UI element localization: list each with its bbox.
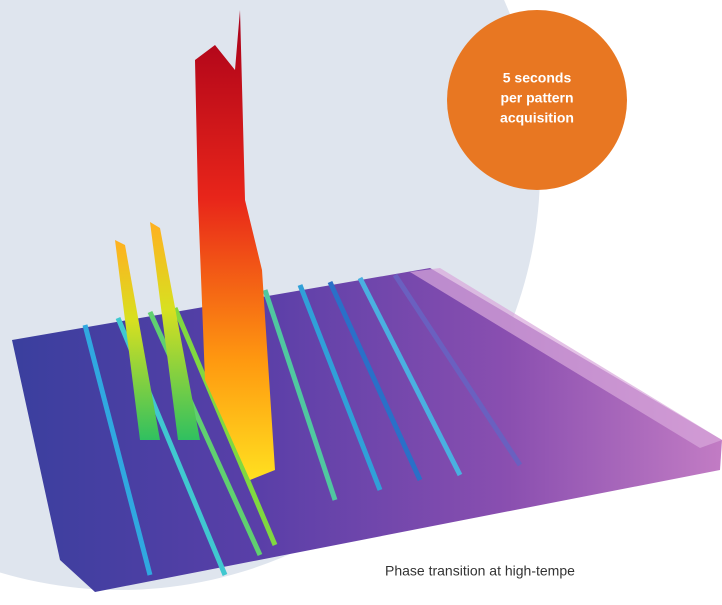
caption: Phase transition at high-tempe (385, 563, 575, 579)
badge-line: acquisition (500, 110, 574, 126)
badge-line: 5 seconds (503, 70, 572, 86)
graphic: 5 seconds per pattern acquisition Phase … (0, 0, 722, 605)
page: 5 seconds per pattern acquisition Phase … (0, 0, 722, 605)
badge-line: per pattern (500, 90, 573, 106)
